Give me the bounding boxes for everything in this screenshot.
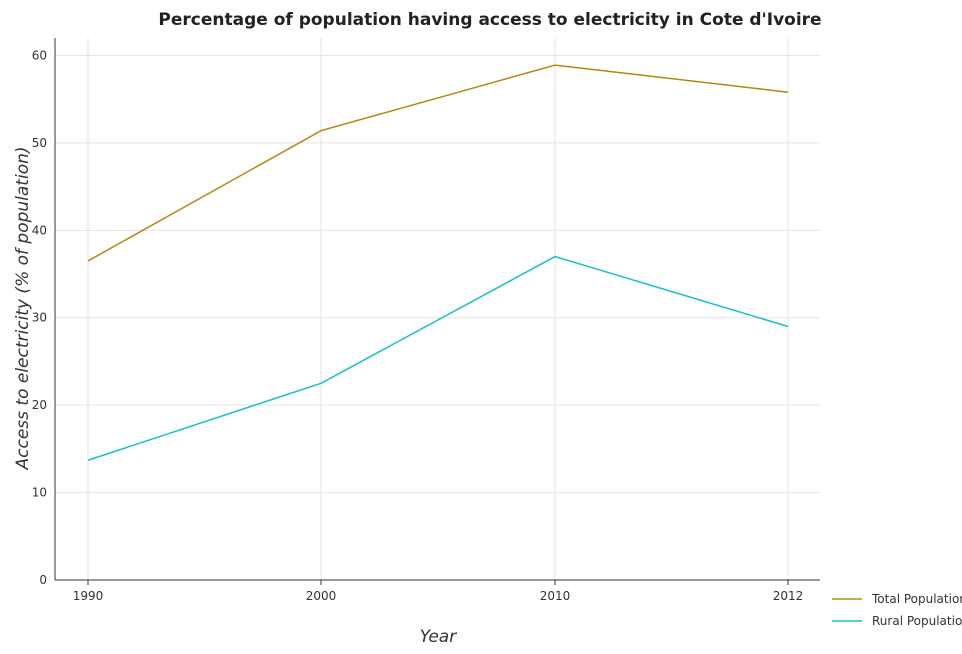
series-lines: [88, 65, 788, 460]
x-tick-label: 2010: [540, 589, 571, 603]
series-line-rural-population: [88, 257, 788, 461]
y-tick-label: 50: [32, 136, 47, 150]
x-tick-label: 2012: [773, 589, 804, 603]
legend-label: Total Population: [871, 592, 962, 606]
legend: Total Population Rural Population: [832, 592, 962, 628]
y-tick-label: 60: [32, 48, 47, 62]
y-tick-label: 40: [32, 223, 47, 237]
x-tick-label: 2000: [306, 589, 337, 603]
y-tick-label: 30: [32, 311, 47, 325]
tick-labels: 0 10 20 30 40 50 60 1990 2000 2010 2012: [32, 48, 804, 603]
y-tick-label: 0: [39, 573, 47, 587]
grid: [55, 38, 820, 580]
legend-label: Rural Population: [872, 614, 962, 628]
x-axis-label: Year: [420, 627, 457, 647]
y-axis-label: Access to electricity (% of population): [13, 146, 33, 470]
chart-title: Percentage of population having access t…: [158, 10, 821, 30]
series-line-total-population: [88, 65, 788, 261]
y-tick-label: 20: [32, 398, 47, 412]
y-tick-label: 10: [32, 486, 47, 500]
x-tick-label: 1990: [73, 589, 104, 603]
axes: [55, 38, 820, 585]
